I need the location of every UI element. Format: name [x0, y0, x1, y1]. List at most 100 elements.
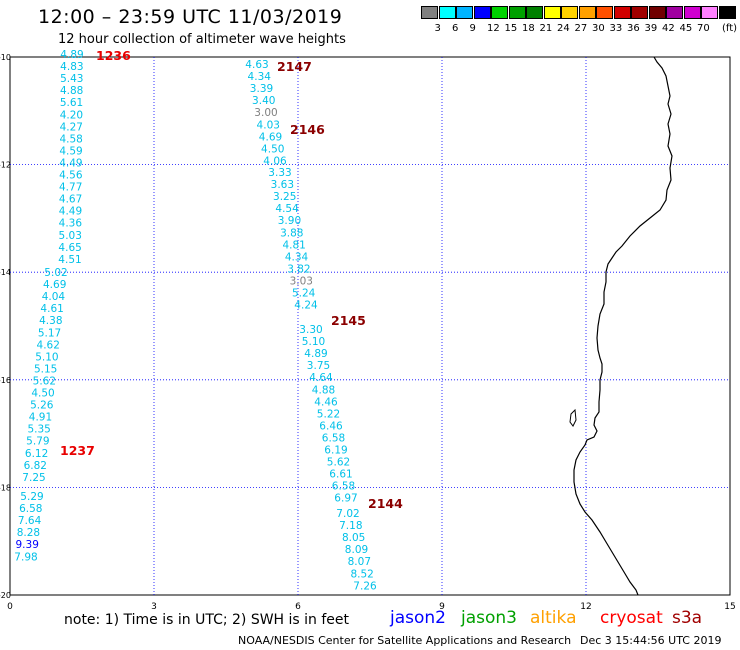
colorbar-label: 21: [539, 23, 553, 34]
colorbar-label: 24: [557, 23, 570, 34]
map-frame: [9, 56, 731, 596]
colorbar-swatch: [648, 6, 666, 19]
page-subtitle: 12 hour collection of altimeter wave hei…: [58, 32, 346, 47]
wave-height-value: 4.69: [43, 279, 66, 291]
colorbar-label: 39: [644, 23, 658, 34]
colorbar-swatch: [543, 6, 561, 19]
wave-height-value: 5.15: [34, 363, 57, 375]
x-tick-label: 9: [439, 602, 445, 612]
colorbar-unit: (ft): [722, 23, 738, 34]
wave-height-value: 4.50: [31, 388, 54, 400]
pass-time-label: 2146: [290, 122, 325, 137]
x-tick-label: 6: [295, 602, 301, 612]
wave-height-value: 3.25: [273, 191, 296, 203]
wave-height-value: 4.58: [59, 133, 82, 145]
colorbar-label: 6: [452, 23, 459, 34]
wave-height-value: 6.61: [329, 469, 352, 481]
colorbar-swatch: [578, 6, 596, 19]
wave-height-value: 6.12: [25, 448, 48, 460]
wave-height-value: 4.46: [314, 396, 338, 408]
wave-height-value: 5.02: [44, 267, 67, 279]
wave-height-value: 7.25: [22, 472, 45, 484]
satellite-jason3: jason3: [461, 608, 517, 628]
wave-height-value: 4.77: [59, 182, 82, 194]
colorbar-label: 15: [504, 23, 518, 34]
wave-height-value: 4.89: [304, 348, 327, 360]
colorbar-label: 3: [434, 23, 441, 34]
wave-height-value: 5.43: [60, 73, 83, 85]
wave-height-tracks: 4.894.835.434.885.614.204.274.584.594.49…: [14, 48, 403, 592]
wave-height-value: 3.88: [280, 227, 303, 239]
satellite-jason2: jason2: [390, 608, 446, 628]
colorbar-label: 18: [522, 23, 535, 34]
wave-height-value: 4.83: [60, 61, 83, 73]
colorbar-swatch: [683, 6, 701, 19]
satellite-altika: altika: [530, 608, 577, 628]
footer-note: note: 1) Time is in UTC; 2) SWH is in fe…: [64, 612, 350, 628]
wave-height-value: 8.07: [348, 556, 371, 568]
colorbar-label: 42: [662, 23, 675, 34]
colorbar-label: 45: [679, 23, 693, 34]
colorbar-swatch: [718, 6, 736, 19]
wave-height-value: 3.82: [287, 263, 310, 275]
pass-time-label: 1236: [96, 48, 131, 63]
colorbar-swatch: [596, 6, 613, 19]
colorbar-label: 70: [697, 23, 710, 34]
wave-height-value: 4.88: [312, 384, 335, 396]
wave-height-value: 5.79: [26, 436, 49, 448]
wave-height-value: 5.03: [59, 230, 82, 242]
wave-height-value: 4.69: [259, 131, 282, 143]
wave-height-value: 3.75: [307, 360, 330, 372]
y-tick-label: -14: [0, 268, 11, 277]
colorbar-swatch: [438, 6, 456, 19]
wave-height-value: 4.88: [60, 85, 83, 97]
colorbar-label: 33: [609, 23, 623, 34]
wave-height-value: 6.58: [322, 432, 345, 444]
y-tick-label: -18: [0, 483, 11, 492]
colorbar-label: 12: [487, 23, 500, 34]
wave-height-value: 4.49: [59, 206, 82, 218]
y-tick-label: -16: [0, 376, 11, 385]
colorbar-label: 30: [592, 23, 605, 34]
wave-height-value: 7.02: [336, 508, 359, 520]
axis-ticks: 0 3 6 9 12 15 -10 -12 -14 -16 -18 -20: [0, 53, 736, 612]
wave-height-value: 5.17: [38, 327, 61, 339]
wave-height-value: 3.90: [278, 215, 301, 227]
y-tick-label: -20: [0, 591, 11, 600]
wave-height-value: 3.40: [252, 95, 275, 107]
x-tick-label: 15: [724, 602, 735, 612]
coastline: [573, 56, 673, 596]
wave-height-value: 4.63: [245, 59, 268, 71]
wave-height-value: 4.06: [263, 155, 287, 167]
wave-height-value: 4.67: [59, 194, 82, 206]
map-grid: [9, 56, 731, 596]
wave-height-value: 4.65: [58, 242, 81, 254]
wave-height-value: 4.04: [42, 291, 66, 303]
pass-time-label: 2145: [331, 313, 366, 328]
colorbar-swatch: [508, 6, 526, 19]
page-title: 12:00 – 23:59 UTC 11/03/2019: [38, 6, 343, 28]
wave-height-value: 9.39: [16, 539, 39, 551]
colorbar-swatch: [631, 6, 648, 19]
colorbar-swatch: [456, 6, 473, 19]
wave-height-value: 4.38: [39, 315, 62, 327]
wave-height-value: 6.58: [19, 503, 42, 515]
wave-height-value: 4.24: [294, 300, 318, 312]
y-tick-label: -10: [0, 53, 11, 62]
colorbar-swatch: [421, 6, 438, 19]
wave-height-value: 4.20: [60, 109, 83, 121]
x-tick-label: 0: [7, 602, 13, 612]
wave-height-value: 5.61: [60, 97, 83, 109]
wave-height-value: 3.39: [250, 83, 273, 95]
wave-height-value: 4.34: [248, 71, 272, 83]
colorbar-label: 36: [627, 23, 640, 34]
x-tick-label: 3: [151, 602, 157, 612]
wave-height-value: 4.34: [285, 251, 309, 263]
wave-height-value: 7.64: [18, 515, 42, 527]
wave-height-value: 3.30: [299, 324, 322, 336]
wave-height-value: 4.03: [257, 119, 280, 131]
wave-height-value: 5.10: [302, 336, 325, 348]
wave-height-value: 4.61: [40, 303, 63, 315]
wave-height-value: 6.46: [319, 420, 343, 432]
wave-height-value: 4.56: [59, 170, 83, 182]
